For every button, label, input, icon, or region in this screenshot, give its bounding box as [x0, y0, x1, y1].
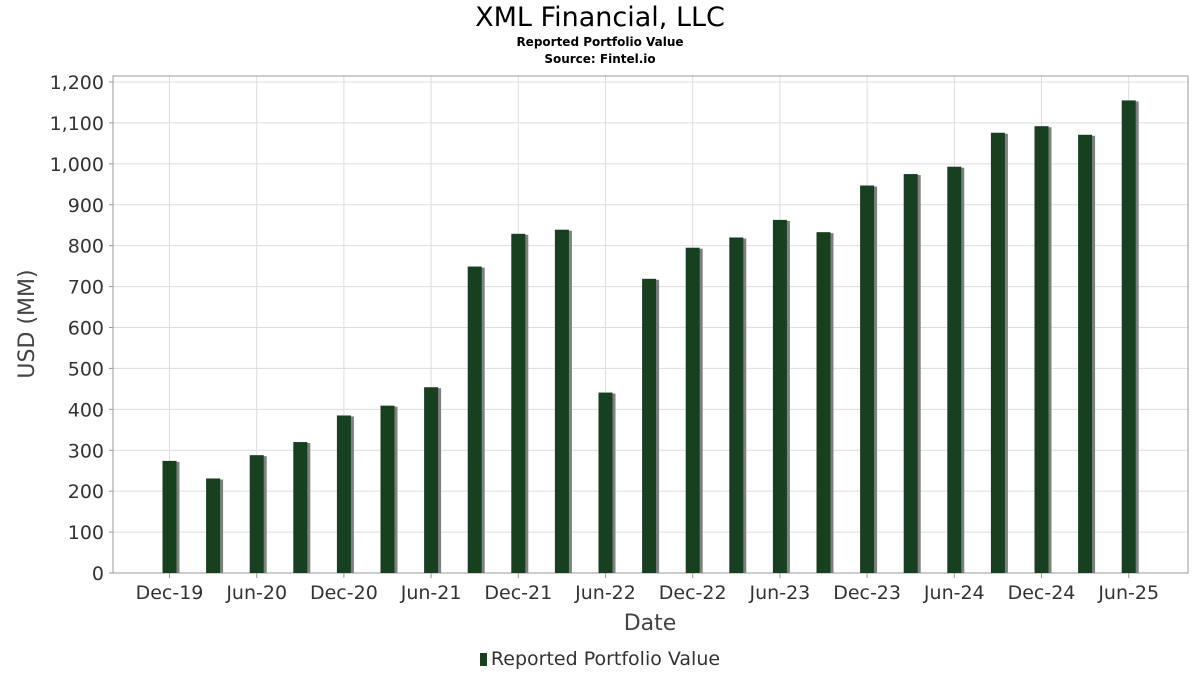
bar: [772, 219, 787, 573]
bar: [380, 405, 395, 573]
x-tick-label: Jun-20: [225, 582, 287, 604]
bar: [729, 237, 744, 573]
y-tick-label: 1,000: [50, 154, 104, 176]
bar: [162, 460, 177, 573]
x-tick-label: Dec-22: [659, 582, 727, 604]
legend-swatch: [479, 653, 487, 666]
y-axis-ticks: 0 100 200 300 400 500 600 700 800 900 1,000 1,100 1,…: [50, 72, 113, 585]
bar: [1034, 126, 1049, 573]
bar: [990, 132, 1005, 573]
x-tick-label: Jun-25: [1097, 582, 1159, 604]
chart-title: XML Financial, LLC: [475, 2, 725, 33]
x-tick-label: Dec-20: [310, 582, 378, 604]
bar: [903, 174, 918, 573]
x-tick-label: Jun-21: [400, 582, 462, 604]
y-tick-label: 1,100: [50, 113, 104, 135]
x-axis-label: Date: [624, 611, 677, 636]
x-tick-label: Jun-22: [574, 582, 636, 604]
x-tick-label: Dec-24: [1008, 582, 1076, 604]
x-tick-label: Dec-23: [833, 582, 901, 604]
x-tick-label: Jun-24: [923, 582, 985, 604]
chart-source: Source: Fintel.io: [544, 52, 656, 66]
bar: [336, 415, 351, 573]
bar: [424, 387, 439, 573]
y-tick-label: 0: [92, 563, 104, 585]
bar: [598, 392, 613, 573]
bar: [467, 266, 482, 573]
x-tick-label: Dec-21: [484, 582, 552, 604]
x-axis-ticks: Dec-19 Jun-20 Dec-20 Jun-21 Dec-21 Jun-22 Dec-…: [136, 573, 1159, 604]
bars: [162, 100, 1139, 573]
y-axis-label: USD (MM): [15, 269, 40, 378]
x-tick-label: Dec-19: [136, 582, 204, 604]
y-tick-label: 700: [68, 277, 104, 299]
y-tick-label: 100: [68, 522, 104, 544]
bar: [816, 232, 831, 573]
legend-label: Reported Portfolio Value: [490, 648, 721, 670]
y-tick-label: 1,200: [50, 72, 104, 94]
bar: [1121, 100, 1136, 573]
bar: [685, 247, 700, 573]
bar: [249, 455, 264, 573]
y-tick-label: 800: [68, 236, 104, 258]
bar: [642, 278, 657, 573]
bar: [293, 442, 308, 573]
bar-chart: 0 100 200 300 400 500 600 700 800 900 1,000 1,100 1,…: [15, 72, 1189, 636]
legend: Reported Portfolio Value: [0, 648, 1200, 670]
y-tick-label: 200: [68, 481, 104, 503]
bar: [860, 185, 875, 573]
bar: [206, 478, 221, 573]
y-tick-label: 900: [68, 195, 104, 217]
y-tick-label: 600: [68, 318, 104, 340]
bar: [1078, 134, 1093, 573]
x-tick-label: Jun-23: [749, 582, 811, 604]
y-tick-label: 400: [68, 399, 104, 421]
chart-subtitle: Reported Portfolio Value: [516, 35, 684, 49]
bar: [511, 233, 526, 573]
bar: [554, 229, 569, 573]
y-tick-label: 300: [68, 440, 104, 462]
bar: [947, 166, 962, 573]
y-tick-label: 500: [68, 358, 104, 380]
